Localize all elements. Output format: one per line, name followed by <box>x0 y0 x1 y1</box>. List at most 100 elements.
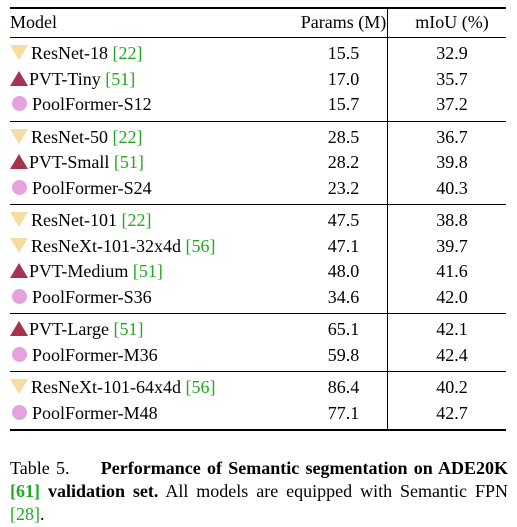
triangle-up-icon <box>10 70 28 86</box>
table-row: ResNeXt-101-64x4d [56] 86.4 40.2 <box>10 375 506 400</box>
table-row: ResNeXt-101-32x4d [56] 47.1 39.7 <box>10 234 506 259</box>
table-row: PoolFormer-M36 59.8 42.4 <box>10 343 506 368</box>
miou-cell: 39.8 <box>436 152 468 172</box>
table-row: PoolFormer-S12 15.7 37.2 <box>10 92 506 117</box>
model-cell: ResNet-50 [22] <box>10 125 142 150</box>
miou-cell: 39.7 <box>436 235 468 256</box>
model-citation[interactable]: [51] <box>132 261 163 281</box>
table-row: PVT-Tiny [51] 17.0 35.7 <box>10 67 506 92</box>
circle-icon <box>12 404 27 420</box>
triangle-down-icon <box>10 128 28 144</box>
table-caption: Table 5. Performance of Semantic segment… <box>10 457 508 526</box>
caption-text-end: . <box>40 504 45 524</box>
bottom-rule <box>10 429 506 431</box>
model-citation[interactable]: [22] <box>121 210 152 230</box>
model-citation[interactable]: [51] <box>113 319 144 339</box>
miou-cell: 36.7 <box>436 126 468 147</box>
triangle-up-icon <box>10 321 28 337</box>
params-cell: 15.5 <box>327 43 360 63</box>
miou-cell: 41.6 <box>436 261 468 281</box>
model-citation[interactable]: [22] <box>112 126 143 147</box>
table-row: PVT-Large [51] 65.1 42.1 <box>10 317 506 342</box>
circle-icon <box>12 346 27 362</box>
circle-icon <box>12 179 27 195</box>
caption-label: Table 5. <box>10 458 70 478</box>
model-name: PoolFormer-S24 <box>32 177 152 198</box>
group-rule <box>10 120 506 122</box>
model-cell: ResNet-101 [22] <box>10 208 151 233</box>
caption-citation[interactable]: [28] <box>10 504 40 524</box>
circle-icon <box>12 96 27 112</box>
caption-bold-citation[interactable]: [61] <box>10 481 40 501</box>
column-divider <box>387 7 388 429</box>
triangle-down-icon <box>10 379 28 395</box>
group-rule <box>10 313 506 314</box>
model-cell: PoolFormer-S24 <box>10 176 152 201</box>
triangle-down-icon <box>10 212 28 228</box>
model-cell: PVT-Small [51] <box>10 150 144 175</box>
miou-cell: 42.1 <box>436 319 468 339</box>
model-cell: PVT-Large [51] <box>10 317 144 342</box>
group-rule <box>10 371 506 372</box>
top-rule <box>10 7 506 9</box>
table-row: ResNet-18 [22] 15.5 32.9 <box>10 41 506 66</box>
triangle-up-icon <box>10 263 28 279</box>
miou-cell: 42.0 <box>436 286 468 307</box>
params-cell: 34.6 <box>327 286 360 307</box>
params-cell: 86.4 <box>327 377 360 397</box>
params-cell: 28.5 <box>327 126 360 147</box>
model-name: ResNet-18 <box>31 43 113 63</box>
table-row: PoolFormer-M48 77.1 42.7 <box>10 401 506 426</box>
model-citation[interactable]: [51] <box>113 152 144 172</box>
model-cell: PoolFormer-M48 <box>10 401 158 426</box>
model-name: PoolFormer-M36 <box>32 344 158 365</box>
table-row: PVT-Small [51] 28.2 39.8 <box>10 150 506 175</box>
params-cell: 47.1 <box>327 235 360 256</box>
params-cell: 65.1 <box>327 319 360 339</box>
miou-cell: 35.7 <box>436 68 468 89</box>
triangle-down-icon <box>10 237 28 253</box>
params-cell: 47.5 <box>327 210 360 230</box>
model-citation[interactable]: [22] <box>112 43 143 63</box>
model-cell: ResNeXt-101-64x4d [56] <box>10 375 215 400</box>
model-citation[interactable]: [56] <box>185 377 216 397</box>
params-cell: 28.2 <box>327 152 360 172</box>
model-name: ResNet-101 <box>31 210 122 230</box>
triangle-up-icon <box>10 154 28 170</box>
miou-cell: 37.2 <box>436 94 468 114</box>
model-name: PoolFormer-M48 <box>32 402 158 423</box>
model-citation[interactable]: [56] <box>185 235 216 256</box>
miou-cell: 40.3 <box>436 177 468 198</box>
model-name: PVT-Large <box>29 319 114 339</box>
caption-bold-text: Performance of Semantic segmentation on … <box>100 458 509 478</box>
header-row: Model Params (M) mIoU (%) <box>10 10 506 35</box>
model-name: ResNeXt-101-32x4d <box>31 235 186 256</box>
model-cell: PoolFormer-M36 <box>10 343 158 368</box>
model-citation[interactable]: [51] <box>105 68 136 89</box>
table-row: PoolFormer-S24 23.2 40.3 <box>10 176 506 201</box>
miou-cell: 38.8 <box>436 210 468 230</box>
model-cell: PoolFormer-S36 <box>10 285 152 310</box>
model-cell: PVT-Medium [51] <box>10 259 163 284</box>
header-params: Params (M) <box>300 12 387 32</box>
model-cell: ResNet-18 [22] <box>10 41 142 66</box>
model-name: PoolFormer-S36 <box>32 286 152 307</box>
group-rule <box>10 204 506 205</box>
model-name: PoolFormer-S12 <box>32 94 152 114</box>
miou-cell: 42.4 <box>436 344 468 365</box>
params-cell: 17.0 <box>327 68 360 89</box>
caption-text: All models are equipped with Semantic FP… <box>158 481 508 501</box>
params-cell: 48.0 <box>327 261 360 281</box>
model-name: PVT-Tiny <box>29 68 106 89</box>
header-rule <box>10 37 506 38</box>
model-name: PVT-Small <box>29 152 114 172</box>
table-row: ResNet-101 [22] 47.5 38.8 <box>10 208 506 233</box>
model-cell: PoolFormer-S12 <box>10 92 152 117</box>
caption-bold-suffix: validation set. <box>40 481 159 501</box>
model-cell: PVT-Tiny [51] <box>10 67 135 92</box>
params-cell: 23.2 <box>327 177 360 198</box>
miou-cell: 40.2 <box>436 377 468 397</box>
header-model: Model <box>10 12 57 32</box>
triangle-down-icon <box>10 45 28 61</box>
table-row: PVT-Medium [51] 48.0 41.6 <box>10 259 506 284</box>
